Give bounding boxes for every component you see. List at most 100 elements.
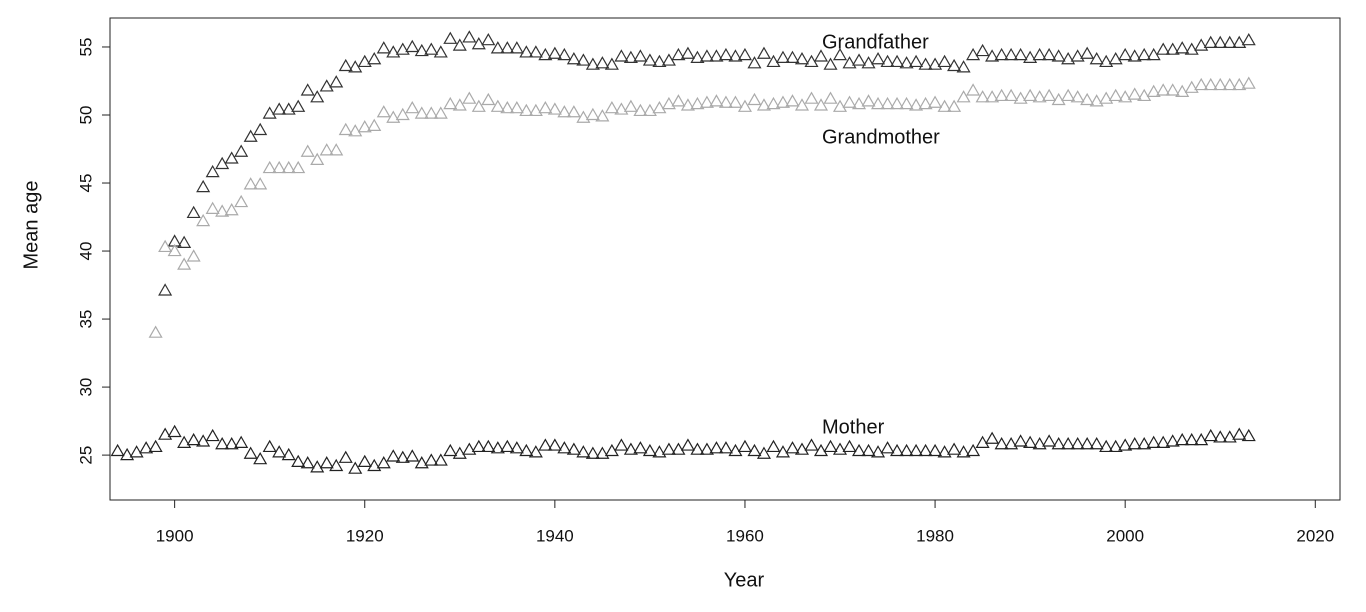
data-point [120,447,135,461]
data-point [709,49,724,62]
data-point [1137,47,1152,61]
data-point [804,91,819,104]
data-point [794,98,810,111]
data-point [785,94,800,107]
data-point [1165,83,1180,96]
data-point [909,443,924,457]
data-point [1232,35,1247,48]
y-tick-label: 30 [76,378,95,397]
data-point [414,43,429,57]
data-point [937,99,952,112]
data-point [576,53,591,66]
data-point [699,49,714,62]
data-point [566,442,581,455]
data-point [890,54,905,68]
data-point [1146,435,1161,448]
data-point [956,60,971,73]
data-point [966,83,981,96]
series-label: Grandmother [822,126,940,148]
x-axis-title: Year [724,569,765,591]
data-point [329,75,344,88]
data-point [909,98,924,111]
data-point [1042,47,1057,61]
data-point [1127,87,1142,100]
data-point [538,438,553,451]
data-point [794,52,810,65]
data-point [1203,35,1218,48]
data-point [433,45,448,58]
data-point [139,441,154,454]
data-point [699,442,714,455]
data-point [785,441,800,454]
data-point [1070,90,1085,103]
data-point [1184,432,1199,446]
data-point [871,52,886,65]
data-point [1127,49,1142,62]
data-point [1023,435,1038,448]
data-point [890,96,905,110]
data-point [367,52,382,65]
data-point [1080,437,1095,450]
data-point [985,90,1000,103]
data-point [1222,430,1237,443]
data-point [1089,52,1104,65]
data-point [994,47,1009,61]
data-point [367,118,382,131]
data-point [395,42,410,55]
data-point [595,109,610,122]
data-point [918,96,933,110]
data-point [813,443,829,457]
data-point [690,442,705,455]
data-point [747,443,762,457]
data-point [614,438,629,451]
data-point [947,58,962,72]
data-point [386,449,401,462]
data-point [376,105,391,118]
data-point [1156,83,1171,96]
data-point [899,443,914,457]
data-point [966,47,981,61]
data-point [756,46,772,59]
data-point [300,144,315,157]
data-point [709,94,724,107]
data-point [994,437,1009,450]
data-point [395,107,410,121]
data-point [832,47,848,61]
data-point [842,95,857,108]
data-point [642,443,657,457]
data-point [557,441,572,454]
data-point [680,98,695,111]
data-point [585,446,600,459]
data-point [1099,54,1114,68]
data-point [481,92,496,106]
data-point [509,41,524,54]
data-point [557,47,572,61]
data-point [262,160,277,174]
data-point [947,99,962,112]
data-point [348,461,363,474]
data-point [481,439,496,453]
data-point [785,50,800,63]
data-point [424,106,439,119]
data-point [272,160,287,174]
data-point [861,94,876,107]
data-point [262,439,277,453]
data-point [1194,77,1209,91]
data-point [1032,437,1047,450]
data-point [728,443,743,457]
x-tick-label: 1980 [916,526,954,545]
data-point [1070,437,1085,450]
data-point [547,102,562,115]
data-point [604,100,619,114]
data-point [110,443,125,457]
data-point [281,102,296,115]
data-point [1118,438,1133,451]
data-point [319,456,334,469]
data-point [928,95,943,108]
data-point [633,103,648,117]
data-point [1004,88,1019,102]
data-point [234,144,249,157]
data-point [224,437,239,450]
data-point [481,32,496,46]
data-point [595,446,610,459]
